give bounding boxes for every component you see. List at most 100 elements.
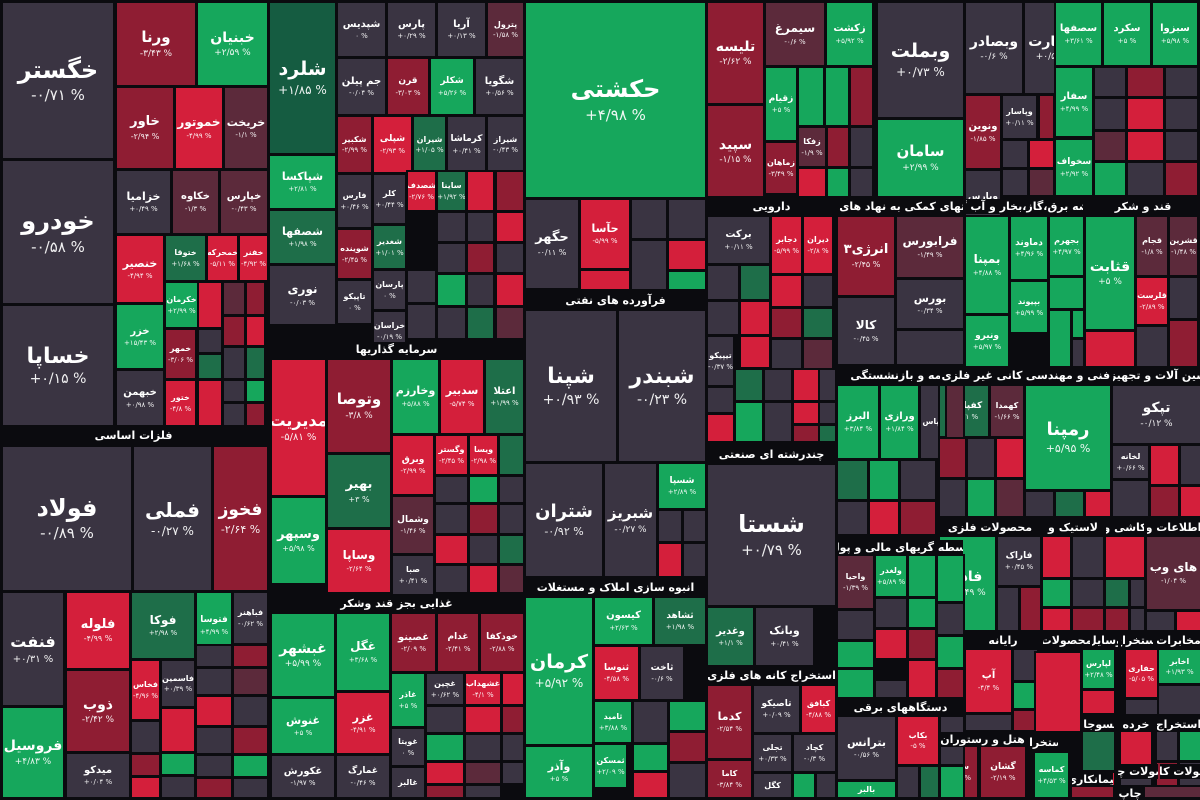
stock-tile-small[interactable] bbox=[632, 771, 669, 799]
stock-tile-small[interactable] bbox=[1071, 309, 1085, 339]
stock-tile-small[interactable] bbox=[632, 743, 669, 772]
stock-tile[interactable]: شپنا +۰/۹۳ % bbox=[524, 309, 618, 463]
stock-tile-small[interactable] bbox=[245, 379, 266, 403]
stock-tile-small[interactable] bbox=[797, 66, 825, 127]
stock-tile-small[interactable] bbox=[874, 628, 908, 660]
stock-tile-small[interactable] bbox=[466, 273, 495, 307]
stock-tile[interactable]: قرن -۳/۰۳ % bbox=[386, 57, 430, 116]
stock-tile-small[interactable] bbox=[222, 281, 246, 316]
stock-tile[interactable]: خفنر -۴/۹۲ % bbox=[238, 234, 269, 282]
stock-tile[interactable]: حگهر -۰/۱۱ % bbox=[524, 198, 580, 290]
stock-tile-small[interactable] bbox=[996, 586, 1020, 632]
stock-tile[interactable]: دیران -۲/۸ % bbox=[802, 215, 834, 275]
stock-tile-small[interactable] bbox=[770, 338, 803, 370]
stock-tile-small[interactable] bbox=[1081, 730, 1116, 772]
stock-tile[interactable]: فخاس -۴/۹۶ % bbox=[130, 659, 161, 721]
stock-tile-small[interactable] bbox=[1149, 444, 1180, 486]
stock-tile-small[interactable] bbox=[1126, 161, 1165, 197]
stock-tile[interactable]: کرماشا +۰/۴۱ % bbox=[446, 115, 487, 174]
stock-tile[interactable]: تیپیکو -۰/۳۷ % bbox=[706, 335, 735, 387]
stock-tile-small[interactable] bbox=[245, 402, 266, 427]
stock-tile[interactable]: بالبر bbox=[836, 780, 897, 799]
stock-tile[interactable]: وسپهر +۵/۹۸ % bbox=[270, 496, 327, 585]
stock-tile[interactable]: کماسه +۴/۵۳ % bbox=[1033, 751, 1070, 799]
stock-tile[interactable]: حکشتی +۴/۹۸ % bbox=[524, 1, 707, 199]
stock-tile-small[interactable] bbox=[849, 66, 874, 127]
stock-tile[interactable]: کرمان +۵/۹۲ % bbox=[524, 596, 594, 746]
stock-tile[interactable]: زماهان -۳/۴۹ % bbox=[764, 141, 798, 195]
stock-tile-small[interactable] bbox=[436, 211, 467, 243]
stock-tile[interactable]: سکرد +۵ % bbox=[1102, 1, 1152, 67]
stock-tile-small[interactable] bbox=[836, 609, 875, 641]
stock-tile-small[interactable] bbox=[895, 329, 965, 366]
stock-tile[interactable]: غمارگ -۰/۴۶ % bbox=[335, 754, 391, 799]
stock-tile[interactable]: بهیر +۳ % bbox=[326, 453, 392, 529]
stock-tile-small[interactable] bbox=[406, 269, 437, 304]
stock-tile[interactable]: خودرو -۰/۵۸ % bbox=[1, 159, 115, 305]
stock-tile-small[interactable] bbox=[1001, 168, 1029, 197]
stock-tile[interactable]: ورنا -۳/۴۳ % bbox=[115, 1, 197, 87]
stock-tile[interactable]: تجلی +۰/۳۳ % bbox=[752, 733, 793, 773]
stock-tile-small[interactable] bbox=[1001, 139, 1029, 169]
stock-tile[interactable]: خریخت -۱/۱ % bbox=[223, 86, 269, 170]
stock-tile-small[interactable] bbox=[245, 346, 266, 380]
stock-tile-small[interactable] bbox=[939, 765, 965, 799]
stock-tile[interactable]: خاور -۲/۹۴ % bbox=[115, 86, 175, 170]
stock-tile-small[interactable] bbox=[464, 784, 502, 799]
stock-tile-small[interactable] bbox=[425, 705, 465, 734]
stock-tile-small[interactable] bbox=[874, 597, 908, 629]
stock-tile[interactable]: ذوب -۲/۴۲ % bbox=[65, 669, 131, 753]
stock-tile[interactable]: کلر +۰/۴۴ % bbox=[372, 173, 407, 225]
stock-tile[interactable]: سپید -۱/۱۵ % bbox=[706, 104, 765, 198]
stock-tile[interactable]: فارس +۰/۴۶ % bbox=[336, 173, 373, 229]
stock-tile-small[interactable] bbox=[668, 762, 707, 799]
stock-tile-small[interactable] bbox=[919, 765, 940, 799]
stock-tile-small[interactable] bbox=[1135, 325, 1169, 368]
stock-tile[interactable]: آریا +۰/۱۳ % bbox=[436, 1, 487, 58]
stock-tile[interactable]: وبملت +۰/۷۳ % bbox=[876, 1, 965, 119]
stock-tile-small[interactable] bbox=[1093, 161, 1127, 197]
stock-tile-small[interactable] bbox=[466, 211, 495, 243]
stock-tile[interactable]: شبریز -۰/۲۷ % bbox=[603, 462, 658, 578]
stock-tile[interactable]: شکلر +۵/۲۶ % bbox=[429, 57, 475, 116]
stock-tile-small[interactable] bbox=[1070, 785, 1115, 799]
stock-tile-small[interactable] bbox=[222, 402, 246, 427]
stock-tile[interactable]: خگستر -۰/۷۱ % bbox=[1, 1, 115, 160]
stock-tile[interactable]: بترانس -۰/۵۶ % bbox=[836, 715, 897, 781]
stock-tile-small[interactable] bbox=[498, 534, 525, 565]
stock-tile[interactable]: وساپا -۲/۶۴ % bbox=[326, 528, 392, 594]
stock-tile[interactable]: غصینو -۲/۰۹ % bbox=[390, 612, 437, 673]
stock-tile[interactable]: شپاکسا +۲/۸۱ % bbox=[268, 154, 337, 210]
stock-tile[interactable]: واحیا -۱/۳۹ % bbox=[836, 554, 875, 610]
stock-tile-small[interactable] bbox=[1104, 578, 1130, 608]
stock-tile[interactable]: ساینا +۱/۹۲ % bbox=[436, 170, 467, 212]
stock-tile-small[interactable] bbox=[964, 713, 1013, 732]
stock-tile-small[interactable] bbox=[160, 707, 196, 753]
stock-tile-small[interactable] bbox=[657, 542, 683, 578]
stock-tile-small[interactable] bbox=[468, 564, 499, 594]
stock-tile[interactable]: فخوز -۲/۶۴ % bbox=[212, 445, 269, 592]
stock-tile[interactable]: کگل bbox=[752, 772, 793, 799]
stock-tile-small[interactable] bbox=[232, 644, 269, 668]
stock-tile-small[interactable] bbox=[936, 554, 965, 603]
stock-tile-small[interactable] bbox=[1168, 276, 1199, 320]
stock-tile[interactable]: دجابر -۵/۹۹ % bbox=[770, 215, 803, 275]
stock-tile[interactable]: بپیوند +۵/۹۹ % bbox=[1009, 280, 1049, 334]
stock-tile-small[interactable] bbox=[1028, 168, 1055, 197]
stock-tile[interactable]: غزر -۴/۹۱ % bbox=[335, 691, 391, 755]
stock-tile-small[interactable] bbox=[222, 315, 246, 347]
stock-tile-small[interactable] bbox=[995, 478, 1025, 518]
stock-tile-small[interactable] bbox=[1145, 610, 1176, 632]
stock-tile-small[interactable] bbox=[466, 242, 495, 274]
stock-tile-small[interactable] bbox=[1104, 535, 1146, 579]
stock-tile[interactable]: البرز +۳/۸۴ % bbox=[836, 384, 880, 460]
stock-tile-small[interactable] bbox=[836, 668, 875, 699]
stock-tile-small[interactable] bbox=[195, 695, 233, 727]
stock-tile[interactable]: حآسا -۵/۹۹ % bbox=[579, 198, 631, 270]
stock-tile-small[interactable] bbox=[1093, 130, 1127, 162]
stock-tile-small[interactable] bbox=[630, 198, 668, 240]
stock-tile-small[interactable] bbox=[1179, 444, 1200, 486]
stock-tile-small[interactable] bbox=[1143, 785, 1200, 799]
stock-tile-small[interactable] bbox=[464, 733, 502, 762]
stock-tile-small[interactable] bbox=[1081, 689, 1116, 715]
